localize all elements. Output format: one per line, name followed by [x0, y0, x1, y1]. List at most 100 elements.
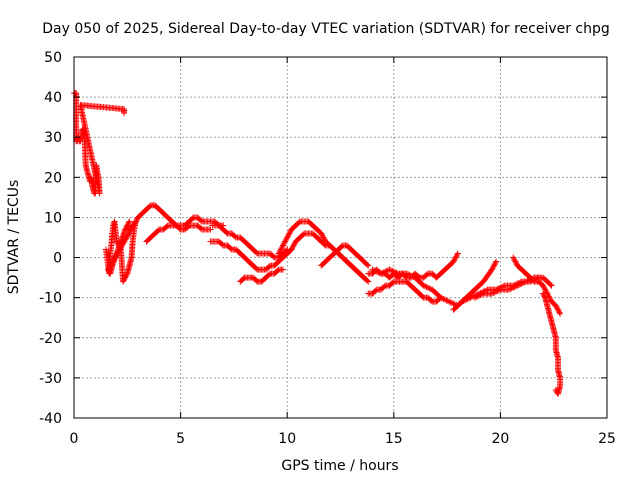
- data-point: [122, 273, 129, 280]
- data-point: [359, 273, 366, 280]
- data-point: [492, 259, 499, 266]
- data-point: [282, 237, 289, 244]
- data-point: [387, 267, 394, 274]
- data-point: [556, 309, 563, 316]
- data-point: [441, 296, 448, 303]
- data-point: [284, 233, 291, 240]
- data-point: [130, 222, 137, 229]
- data-point: [124, 232, 131, 239]
- data-point: [424, 284, 431, 291]
- data-point: [449, 300, 456, 307]
- data-point: [554, 306, 561, 313]
- series-decline-c: [237, 266, 286, 285]
- data-point: [548, 282, 555, 289]
- data-point: [510, 254, 517, 261]
- data-point: [474, 293, 481, 300]
- plot-frame: [73, 56, 608, 419]
- data-point: [453, 253, 460, 260]
- y-tick-label: 10: [44, 210, 62, 226]
- data-point: [450, 258, 457, 265]
- series-late-peak: [510, 254, 564, 317]
- data-point: [463, 296, 470, 303]
- data-point: [319, 231, 326, 238]
- data-point: [426, 285, 433, 292]
- data-point: [541, 285, 548, 292]
- data-point: [557, 310, 564, 317]
- data-point: [289, 243, 296, 250]
- data-point: [471, 294, 478, 301]
- series-hump2-b: [279, 230, 367, 281]
- data-point: [132, 218, 139, 225]
- y-tick-label: -40: [39, 411, 62, 427]
- data-point: [440, 296, 447, 303]
- data-point: [437, 294, 444, 301]
- data-point: [542, 287, 549, 294]
- y-tick-label: 30: [44, 130, 62, 146]
- y-tick-label: 0: [53, 251, 62, 267]
- data-point: [517, 281, 524, 288]
- data-point: [370, 267, 377, 274]
- data-point: [132, 219, 139, 226]
- data-point: [278, 245, 285, 252]
- data-point: [405, 271, 412, 278]
- x-tick-label: 0: [70, 431, 79, 447]
- data-point: [447, 299, 454, 306]
- data-point: [451, 257, 458, 264]
- grid: [74, 57, 607, 418]
- data-point: [291, 241, 298, 248]
- data-point: [541, 293, 548, 300]
- data-point: [375, 269, 382, 276]
- data-point: [290, 242, 297, 249]
- data-point: [380, 269, 387, 276]
- data-point: [121, 275, 128, 282]
- data-point: [123, 271, 130, 278]
- series-early-high: [71, 90, 128, 197]
- data-point: [364, 261, 371, 268]
- data-point: [275, 250, 282, 257]
- data-point: [423, 283, 430, 290]
- data-point: [277, 247, 284, 254]
- series-hump2-c: [318, 242, 372, 269]
- data-point: [452, 254, 459, 261]
- data-point: [477, 291, 484, 298]
- x-tick-label: 5: [176, 431, 185, 447]
- data-point: [446, 298, 453, 305]
- data-point: [521, 279, 528, 286]
- data-point: [540, 291, 547, 298]
- data-point: [488, 266, 495, 273]
- data-point: [553, 304, 560, 311]
- y-axis-ticks: 50 40 30 20 10 0 -10 -20 -30 -40: [39, 50, 607, 427]
- data-point: [390, 268, 397, 275]
- data-point: [443, 297, 450, 304]
- data-point: [547, 281, 554, 288]
- data-point: [379, 269, 386, 276]
- data-point: [552, 386, 559, 393]
- data-point: [524, 277, 531, 284]
- data-point: [489, 265, 496, 272]
- series-hump1: [124, 202, 227, 233]
- data-point: [409, 273, 416, 280]
- data-point: [288, 246, 295, 253]
- data-point: [125, 221, 132, 228]
- data-point: [373, 268, 380, 275]
- data-point: [372, 267, 379, 274]
- data-point: [407, 272, 414, 279]
- data-point: [540, 290, 547, 297]
- data-point: [444, 298, 451, 305]
- data-point: [406, 271, 413, 278]
- data-point: [279, 242, 286, 249]
- data-point: [554, 389, 561, 396]
- data-point: [123, 234, 130, 241]
- data-point: [464, 296, 471, 303]
- data-point: [555, 308, 562, 315]
- data-point: [365, 278, 372, 285]
- data-point: [122, 274, 129, 281]
- data-point: [383, 267, 390, 274]
- x-tick-label: 25: [598, 431, 616, 447]
- data-point: [364, 277, 371, 284]
- data-point: [491, 261, 498, 268]
- data-point: [392, 269, 399, 276]
- data-point: [476, 292, 483, 299]
- data-point: [520, 279, 527, 286]
- data-point: [454, 251, 461, 258]
